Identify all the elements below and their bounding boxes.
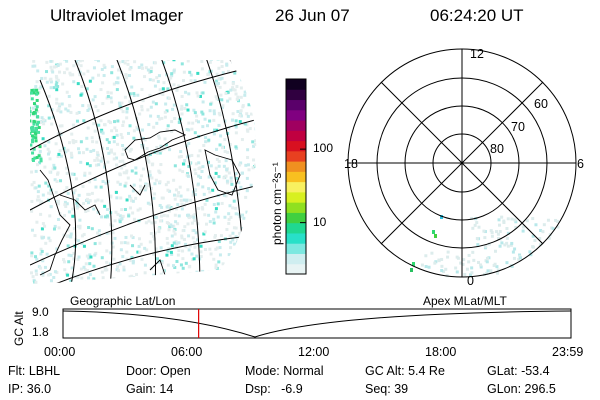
colorbar-frame (285, 78, 307, 275)
timeline-x-tick-0000: 00:00 (44, 345, 76, 359)
mlt-label-6: 6 (577, 157, 584, 171)
colorbar-cell (286, 222, 306, 234)
lat-label-70: 70 (511, 120, 525, 134)
info-dsp: Dsp: -6.9 (245, 382, 303, 396)
timeline-x-tick-1200: 12:00 (298, 345, 330, 359)
info-glat: GLat: -53.4 (487, 364, 550, 378)
colorbar-cell (286, 243, 306, 254)
colorbar-cell (286, 120, 306, 131)
polar-diagonal-2 (380, 81, 544, 245)
colorbar-cell (286, 161, 306, 172)
info-ip: IP: 36.0 (8, 382, 52, 396)
timeline-x-tick-2359: 23:59 (552, 345, 584, 359)
colorbar-cell (286, 171, 306, 183)
map-grid-lines (30, 60, 257, 285)
timeline-x-tick-1800: 18:00 (425, 345, 457, 359)
colorbar-cell (286, 232, 306, 244)
colorbar-cell (286, 130, 306, 142)
timeline-frame (62, 308, 572, 339)
mlt-label-0: 0 (467, 274, 474, 288)
colorbar-cell (286, 140, 306, 152)
observation-time: 06:24:20 UT (430, 6, 524, 25)
mlt-label-12: 12 (470, 47, 484, 61)
mlt-label-18: 18 (344, 157, 358, 171)
colorbar-cell (286, 191, 306, 203)
colorbar-cell (286, 253, 306, 265)
colorbar-cell (286, 109, 306, 121)
timeline-y-tick-top: 9.0 (32, 305, 49, 319)
timeline-y-tick-bottom: 1.8 (32, 325, 49, 339)
lat-label-80: 80 (490, 142, 504, 156)
colorbar-cell (286, 181, 306, 193)
lat-label-60: 60 (534, 97, 548, 111)
colorbar-cell (286, 150, 306, 162)
colorbar-cell (286, 79, 306, 90)
colorbar-cell (286, 263, 306, 275)
colorbar-cell (286, 202, 306, 213)
info-door: Door: Open (126, 364, 191, 378)
observation-date: 26 Jun 07 (275, 6, 350, 25)
colorbar-cell (286, 99, 306, 111)
info-glon: GLon: 296.5 (487, 382, 556, 396)
info-mode: Mode: Normal (245, 364, 324, 378)
colorbar-tick-label-10: 10 (313, 214, 327, 229)
colorbar-cell (286, 89, 306, 101)
colorbar-cells (286, 79, 306, 275)
timeline-left-caption: Geographic Lat/Lon (70, 294, 176, 308)
orbit-altitude-curve (62, 310, 572, 338)
info-seq: Seq: 39 (365, 382, 409, 396)
instrument-title: Ultraviolet Imager (50, 6, 184, 25)
timeline-right-caption: Apex MLat/MLT (423, 294, 507, 308)
info-gcalt: GC Alt: 5.4 Re (365, 364, 445, 378)
colorbar-tick-label-100: 100 (313, 141, 334, 156)
map-emission-speckle (30, 60, 257, 285)
info-gain: Gain: 14 (126, 382, 174, 396)
timeline-x-tick-0600: 06:00 (171, 345, 203, 359)
colorbar-cell (286, 212, 306, 224)
info-flt: Flt: LBHL (8, 364, 61, 378)
